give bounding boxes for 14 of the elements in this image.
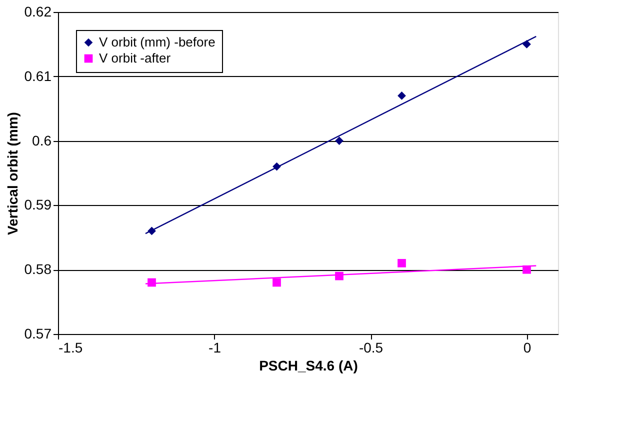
y-tick-label: 0.58 bbox=[24, 261, 52, 278]
x-tick-label: -1 bbox=[208, 340, 222, 356]
x-tick-label: -1.5 bbox=[58, 340, 83, 356]
legend-label: V orbit -after bbox=[99, 50, 172, 66]
y-tick-label: 0.6 bbox=[32, 132, 52, 148]
x-tick-label: 0 bbox=[523, 340, 532, 356]
legend-label: V orbit (mm) -before bbox=[99, 34, 216, 50]
y-tick-label: 0.59 bbox=[24, 196, 52, 213]
y-tick-label: 0.61 bbox=[24, 68, 52, 84]
x-axis-title: PSCH_S4.6 (A) bbox=[259, 358, 358, 374]
y-axis-title: Vertical orbit (mm) bbox=[4, 112, 20, 235]
y-tick-label: 0.62 bbox=[24, 4, 52, 20]
x-tick-label: -0.5 bbox=[358, 340, 384, 356]
y-tick-label: 0.57 bbox=[24, 326, 52, 342]
